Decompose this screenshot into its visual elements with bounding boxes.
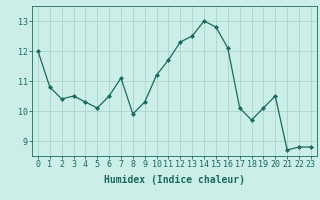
X-axis label: Humidex (Indice chaleur): Humidex (Indice chaleur)	[104, 175, 245, 185]
